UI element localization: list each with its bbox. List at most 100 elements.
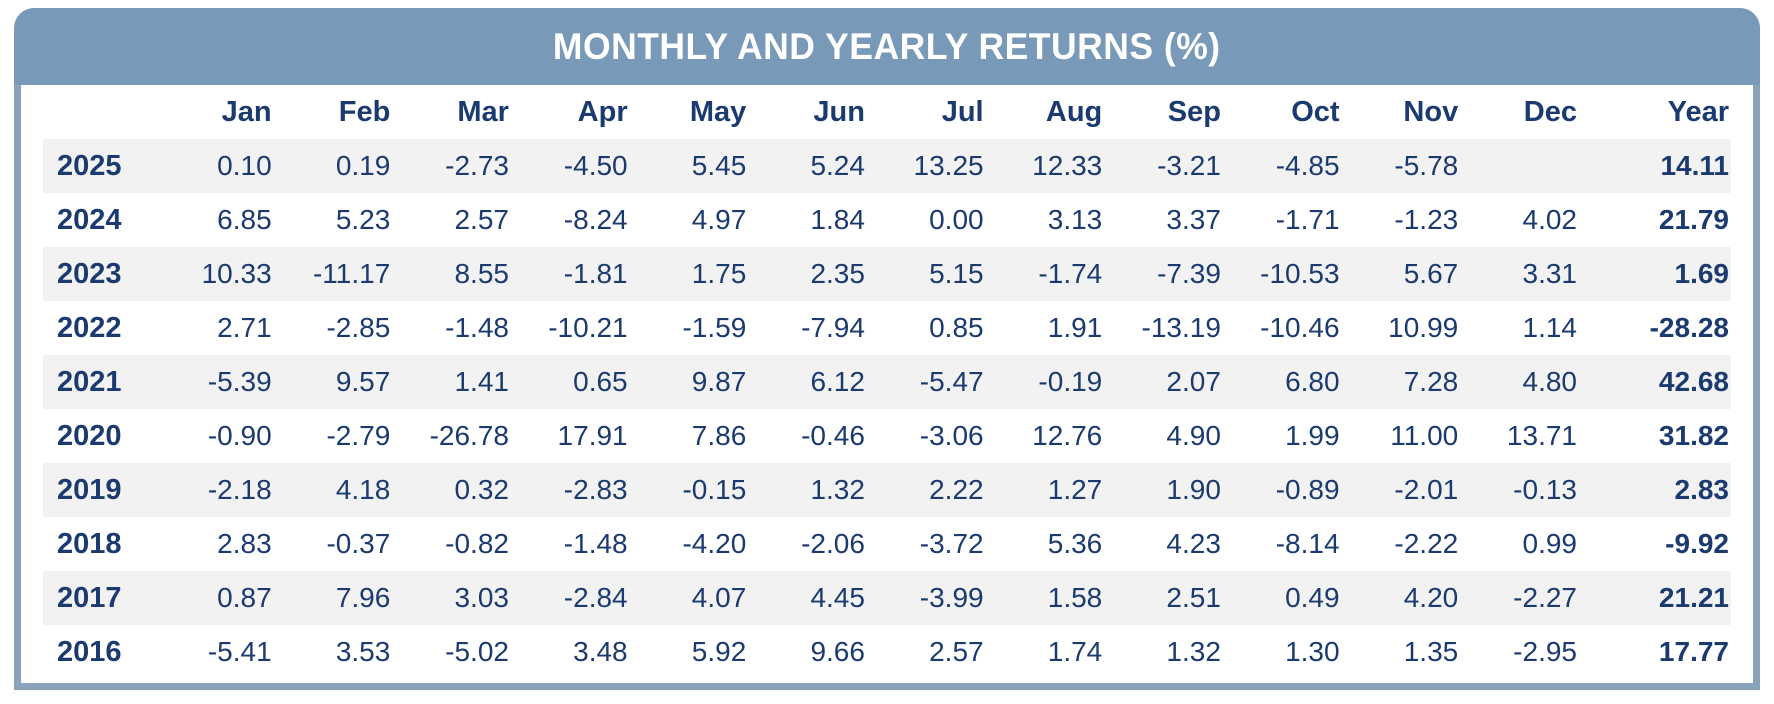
value-cell: 1.35 <box>1403 636 1459 667</box>
value-cell: 4.90 <box>1166 420 1221 451</box>
year-total-cell: 17.77 <box>1658 636 1729 667</box>
value-cell: 5.92 <box>691 636 747 667</box>
value-cell: -2.27 <box>1513 582 1577 613</box>
value-cell: 5.36 <box>1047 528 1103 559</box>
value-cell: 13.25 <box>913 150 984 181</box>
value-cell: -2.85 <box>326 312 391 343</box>
year-label: 2020 <box>57 419 122 452</box>
table-row: 2019 -2.18 4.18 0.32 -2.83 -0.15 1.32 2.22 1.27 1… <box>43 463 1731 517</box>
value-cell: 3.37 <box>1166 204 1221 235</box>
value-cell: 9.57 <box>335 366 391 397</box>
year-label: 2016 <box>57 635 122 668</box>
value-cell: 12.76 <box>1032 420 1103 451</box>
value-cell: 1.91 <box>1047 312 1103 343</box>
value-cell: 4.02 <box>1522 204 1578 235</box>
card-body: Jan Feb Mar Apr May Jun Jul Aug Sep Oct Nov Dec Year… <box>14 85 1760 690</box>
value-cell: 1.99 <box>1285 420 1340 451</box>
value-cell: 1.32 <box>1166 636 1221 667</box>
year-label: 2024 <box>57 203 122 236</box>
value-cell: -26.78 <box>429 420 509 451</box>
table-row: 2018 2.83 -0.37 -0.82 -1.48 -4.20 -2.06 -3.72 5.… <box>43 517 1731 571</box>
year-label: 2017 <box>57 581 122 614</box>
value-cell: 4.07 <box>691 582 747 613</box>
value-cell: 5.45 <box>691 150 747 181</box>
column-header-mar: Mar <box>457 95 509 128</box>
value-cell: 7.86 <box>691 420 747 451</box>
value-cell: -0.46 <box>801 420 865 451</box>
value-cell: -10.21 <box>548 312 628 343</box>
card-header: MONTHLY AND YEARLY RETURNS (%) <box>14 8 1760 85</box>
value-cell: -0.15 <box>682 474 747 505</box>
value-cell: -3.21 <box>1157 150 1221 181</box>
value-cell: 2.35 <box>810 258 865 289</box>
value-cell: 6.85 <box>217 204 272 235</box>
value-cell: 0.00 <box>929 204 984 235</box>
year-total-cell: 21.21 <box>1658 582 1729 613</box>
year-label: 2018 <box>57 527 122 560</box>
year-label: 2021 <box>57 365 122 398</box>
column-header-row: Jan Feb Mar Apr May Jun Jul Aug Sep Oct Nov Dec Year <box>43 89 1731 139</box>
value-cell: 4.97 <box>691 204 747 235</box>
value-cell: -1.74 <box>1038 258 1103 289</box>
value-cell: 1.75 <box>691 258 747 289</box>
value-cell: 3.03 <box>454 582 509 613</box>
value-cell: -8.24 <box>563 204 628 235</box>
table-row: 2016 -5.41 3.53 -5.02 3.48 5.92 9.66 2.57 1.74 1.… <box>43 625 1731 679</box>
year-total-cell: 14.11 <box>1660 150 1729 181</box>
value-cell: 1.84 <box>810 204 865 235</box>
value-cell: 0.49 <box>1285 582 1340 613</box>
value-cell: -1.59 <box>682 312 747 343</box>
value-cell: 10.33 <box>201 258 272 289</box>
value-cell: 1.58 <box>1047 582 1103 613</box>
value-cell: 4.18 <box>335 474 391 505</box>
value-cell: 2.71 <box>217 312 272 343</box>
value-cell: 1.74 <box>1047 636 1103 667</box>
value-cell: -4.20 <box>682 528 747 559</box>
value-cell: -0.37 <box>326 528 391 559</box>
year-total-cell: 31.82 <box>1658 420 1729 451</box>
table-row: 2022 2.71 -2.85 -1.48 -10.21 -1.59 -7.94 0.85 1.… <box>43 301 1731 355</box>
value-cell: -1.81 <box>563 258 628 289</box>
value-cell: 9.66 <box>810 636 865 667</box>
value-cell: 1.14 <box>1522 312 1578 343</box>
value-cell: -3.99 <box>919 582 984 613</box>
value-cell: -11.17 <box>312 258 391 289</box>
value-cell: 0.32 <box>454 474 509 505</box>
returns-table: Jan Feb Mar Apr May Jun Jul Aug Sep Oct Nov Dec Year… <box>43 89 1731 679</box>
column-header-aug: Aug <box>1045 95 1103 128</box>
value-cell: 0.99 <box>1522 528 1578 559</box>
value-cell: 17.91 <box>557 420 628 451</box>
value-cell: 7.28 <box>1403 366 1459 397</box>
returns-card: MONTHLY AND YEARLY RETURNS (%) Jan Feb Mar… <box>14 8 1760 690</box>
value-cell: 13.71 <box>1506 420 1577 451</box>
column-header-year: Year <box>1667 95 1729 128</box>
value-cell: 11.00 <box>1390 420 1459 451</box>
value-cell: -0.89 <box>1275 474 1340 505</box>
value-cell: 2.83 <box>217 528 272 559</box>
value-cell: -7.39 <box>1157 258 1221 289</box>
table-row: 2017 0.87 7.96 3.03 -2.84 4.07 4.45 -3.99 1.58 2.… <box>43 571 1731 625</box>
column-header-oct: Oct <box>1291 95 1340 128</box>
value-cell: 5.24 <box>810 150 865 181</box>
column-header-jul: Jul <box>941 95 984 128</box>
value-cell: -7.94 <box>801 312 865 343</box>
value-cell: 7.96 <box>335 582 391 613</box>
value-cell: -5.78 <box>1394 150 1459 181</box>
value-cell: -0.90 <box>207 420 272 451</box>
value-cell: -0.82 <box>445 528 509 559</box>
value-cell: -5.02 <box>445 636 509 667</box>
value-cell: -5.39 <box>207 366 272 397</box>
value-cell: 4.23 <box>1166 528 1221 559</box>
value-cell: 1.32 <box>810 474 865 505</box>
value-cell: -2.95 <box>1513 636 1577 667</box>
value-cell: -4.85 <box>1275 150 1340 181</box>
value-cell: 0.87 <box>217 582 272 613</box>
value-cell: 3.53 <box>335 636 391 667</box>
year-total-cell: 1.69 <box>1674 258 1730 289</box>
value-cell: -2.83 <box>563 474 628 505</box>
value-cell: -2.22 <box>1394 528 1459 559</box>
table-row: 2023 10.33 -11.17 8.55 -1.81 1.75 2.35 5.15 -1.7… <box>43 247 1731 301</box>
value-cell: -4.50 <box>563 150 628 181</box>
value-cell: 9.87 <box>691 366 747 397</box>
year-label: 2023 <box>57 257 122 290</box>
